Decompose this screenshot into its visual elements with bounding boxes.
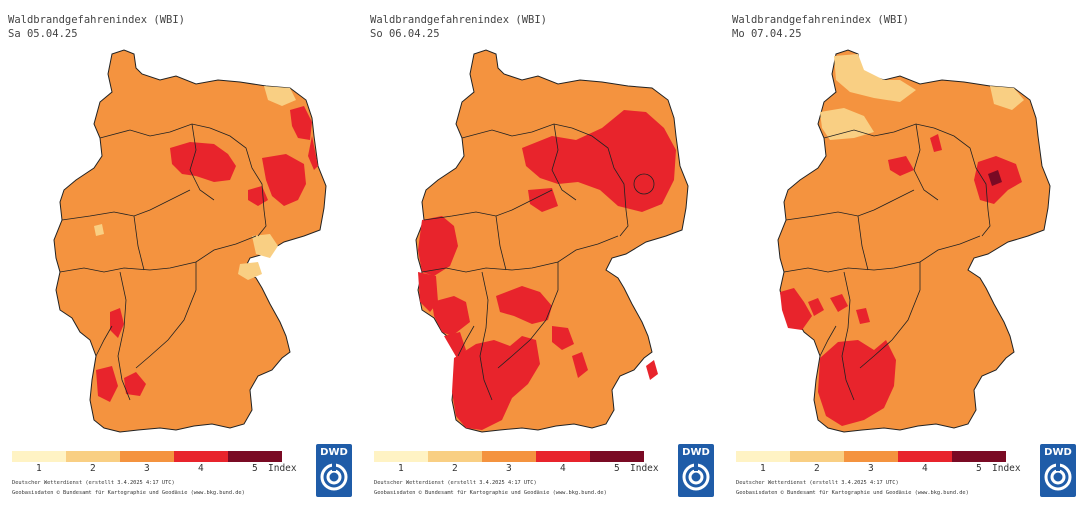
forecast-panel-day3: Waldbrandgefahrenindex (WBI) Mo 07.04.25 <box>724 0 1086 517</box>
legend-swatch-4 <box>174 451 228 462</box>
legend-unit: Index <box>630 463 659 474</box>
red-patches <box>418 110 676 430</box>
legend-label-5: 5 <box>976 463 982 474</box>
map-title: Waldbrandgefahrenindex (WBI) <box>370 14 548 26</box>
legend-swatch-3 <box>120 451 174 462</box>
map-date: Sa 05.04.25 <box>8 28 78 40</box>
legend-swatch-2 <box>790 451 844 462</box>
footer-geodata: Geobasisdaten © Bundesamt für Kartograph… <box>374 490 607 496</box>
footer-credit: Deutscher Wetterdienst (erstellt 3.4.202… <box>12 480 175 486</box>
legend-unit: Index <box>992 463 1021 474</box>
legend-swatch-4 <box>898 451 952 462</box>
germany-outline <box>53 49 327 433</box>
legend-label-2: 2 <box>90 463 96 474</box>
state-borders <box>59 123 267 401</box>
state-borders <box>421 123 629 401</box>
forecast-panel-day2: Waldbrandgefahrenindex (WBI) So 06.04.25 <box>362 0 724 517</box>
germany-map-day1 <box>53 49 327 433</box>
color-legend <box>374 451 644 462</box>
legend-label-2: 2 <box>814 463 820 474</box>
legend-unit: Index <box>268 463 297 474</box>
map-title: Waldbrandgefahrenindex (WBI) <box>8 14 186 26</box>
legend-ticks: 1 2 3 4 5 Index <box>736 463 1066 475</box>
legend-label-4: 4 <box>560 463 566 474</box>
light-patches <box>94 86 296 280</box>
legend-swatch-2 <box>66 451 120 462</box>
dwd-swirl-icon <box>1044 463 1072 491</box>
legend-swatch-2 <box>428 451 482 462</box>
legend-swatch-1 <box>374 451 428 462</box>
color-legend <box>736 451 1006 462</box>
light-patches <box>820 54 1024 140</box>
legend-swatch-5 <box>228 451 282 462</box>
map-title: Waldbrandgefahrenindex (WBI) <box>732 14 910 26</box>
red-patches <box>96 106 318 402</box>
color-legend <box>12 451 282 462</box>
germany-map-day3 <box>777 49 1051 433</box>
legend-label-5: 5 <box>252 463 258 474</box>
legend-swatch-4 <box>536 451 590 462</box>
dwd-logo-text: DWD <box>1044 447 1072 458</box>
dwd-logo-text: DWD <box>320 447 348 458</box>
legend-label-1: 1 <box>36 463 42 474</box>
map-date: So 06.04.25 <box>370 28 440 40</box>
legend-swatch-1 <box>736 451 790 462</box>
forecast-panel-day1: Waldbrandgefahrenindex (WBI) Sa 05.04.25 <box>0 0 362 517</box>
footer-geodata: Geobasisdaten © Bundesamt für Kartograph… <box>12 490 245 496</box>
dwd-logo: DWD <box>1040 444 1076 497</box>
legend-swatch-3 <box>844 451 898 462</box>
legend-swatch-5 <box>952 451 1006 462</box>
state-borders <box>783 123 991 401</box>
legend-label-1: 1 <box>760 463 766 474</box>
dwd-logo: DWD <box>316 444 352 497</box>
dark-patches <box>988 170 1002 186</box>
footer-credit: Deutscher Wetterdienst (erstellt 3.4.202… <box>374 480 537 486</box>
germany-map-day2 <box>415 49 689 433</box>
footer-credit: Deutscher Wetterdienst (erstellt 3.4.202… <box>736 480 899 486</box>
legend-label-3: 3 <box>144 463 150 474</box>
dwd-swirl-icon <box>682 463 710 491</box>
legend-ticks: 1 2 3 4 5 Index <box>374 463 704 475</box>
red-patches <box>780 134 1022 426</box>
legend-label-4: 4 <box>198 463 204 474</box>
dark-patches <box>633 173 655 195</box>
legend-label-5: 5 <box>614 463 620 474</box>
legend-label-4: 4 <box>922 463 928 474</box>
legend-label-1: 1 <box>398 463 404 474</box>
legend-label-2: 2 <box>452 463 458 474</box>
dwd-logo: DWD <box>678 444 714 497</box>
footer-geodata: Geobasisdaten © Bundesamt für Kartograph… <box>736 490 969 496</box>
legend-swatch-1 <box>12 451 66 462</box>
legend-swatch-3 <box>482 451 536 462</box>
dwd-logo-text: DWD <box>682 447 710 458</box>
legend-label-3: 3 <box>868 463 874 474</box>
map-date: Mo 07.04.25 <box>732 28 802 40</box>
legend-label-3: 3 <box>506 463 512 474</box>
legend-ticks: 1 2 3 4 5 Index <box>12 463 342 475</box>
legend-swatch-5 <box>590 451 644 462</box>
dwd-swirl-icon <box>320 463 348 491</box>
